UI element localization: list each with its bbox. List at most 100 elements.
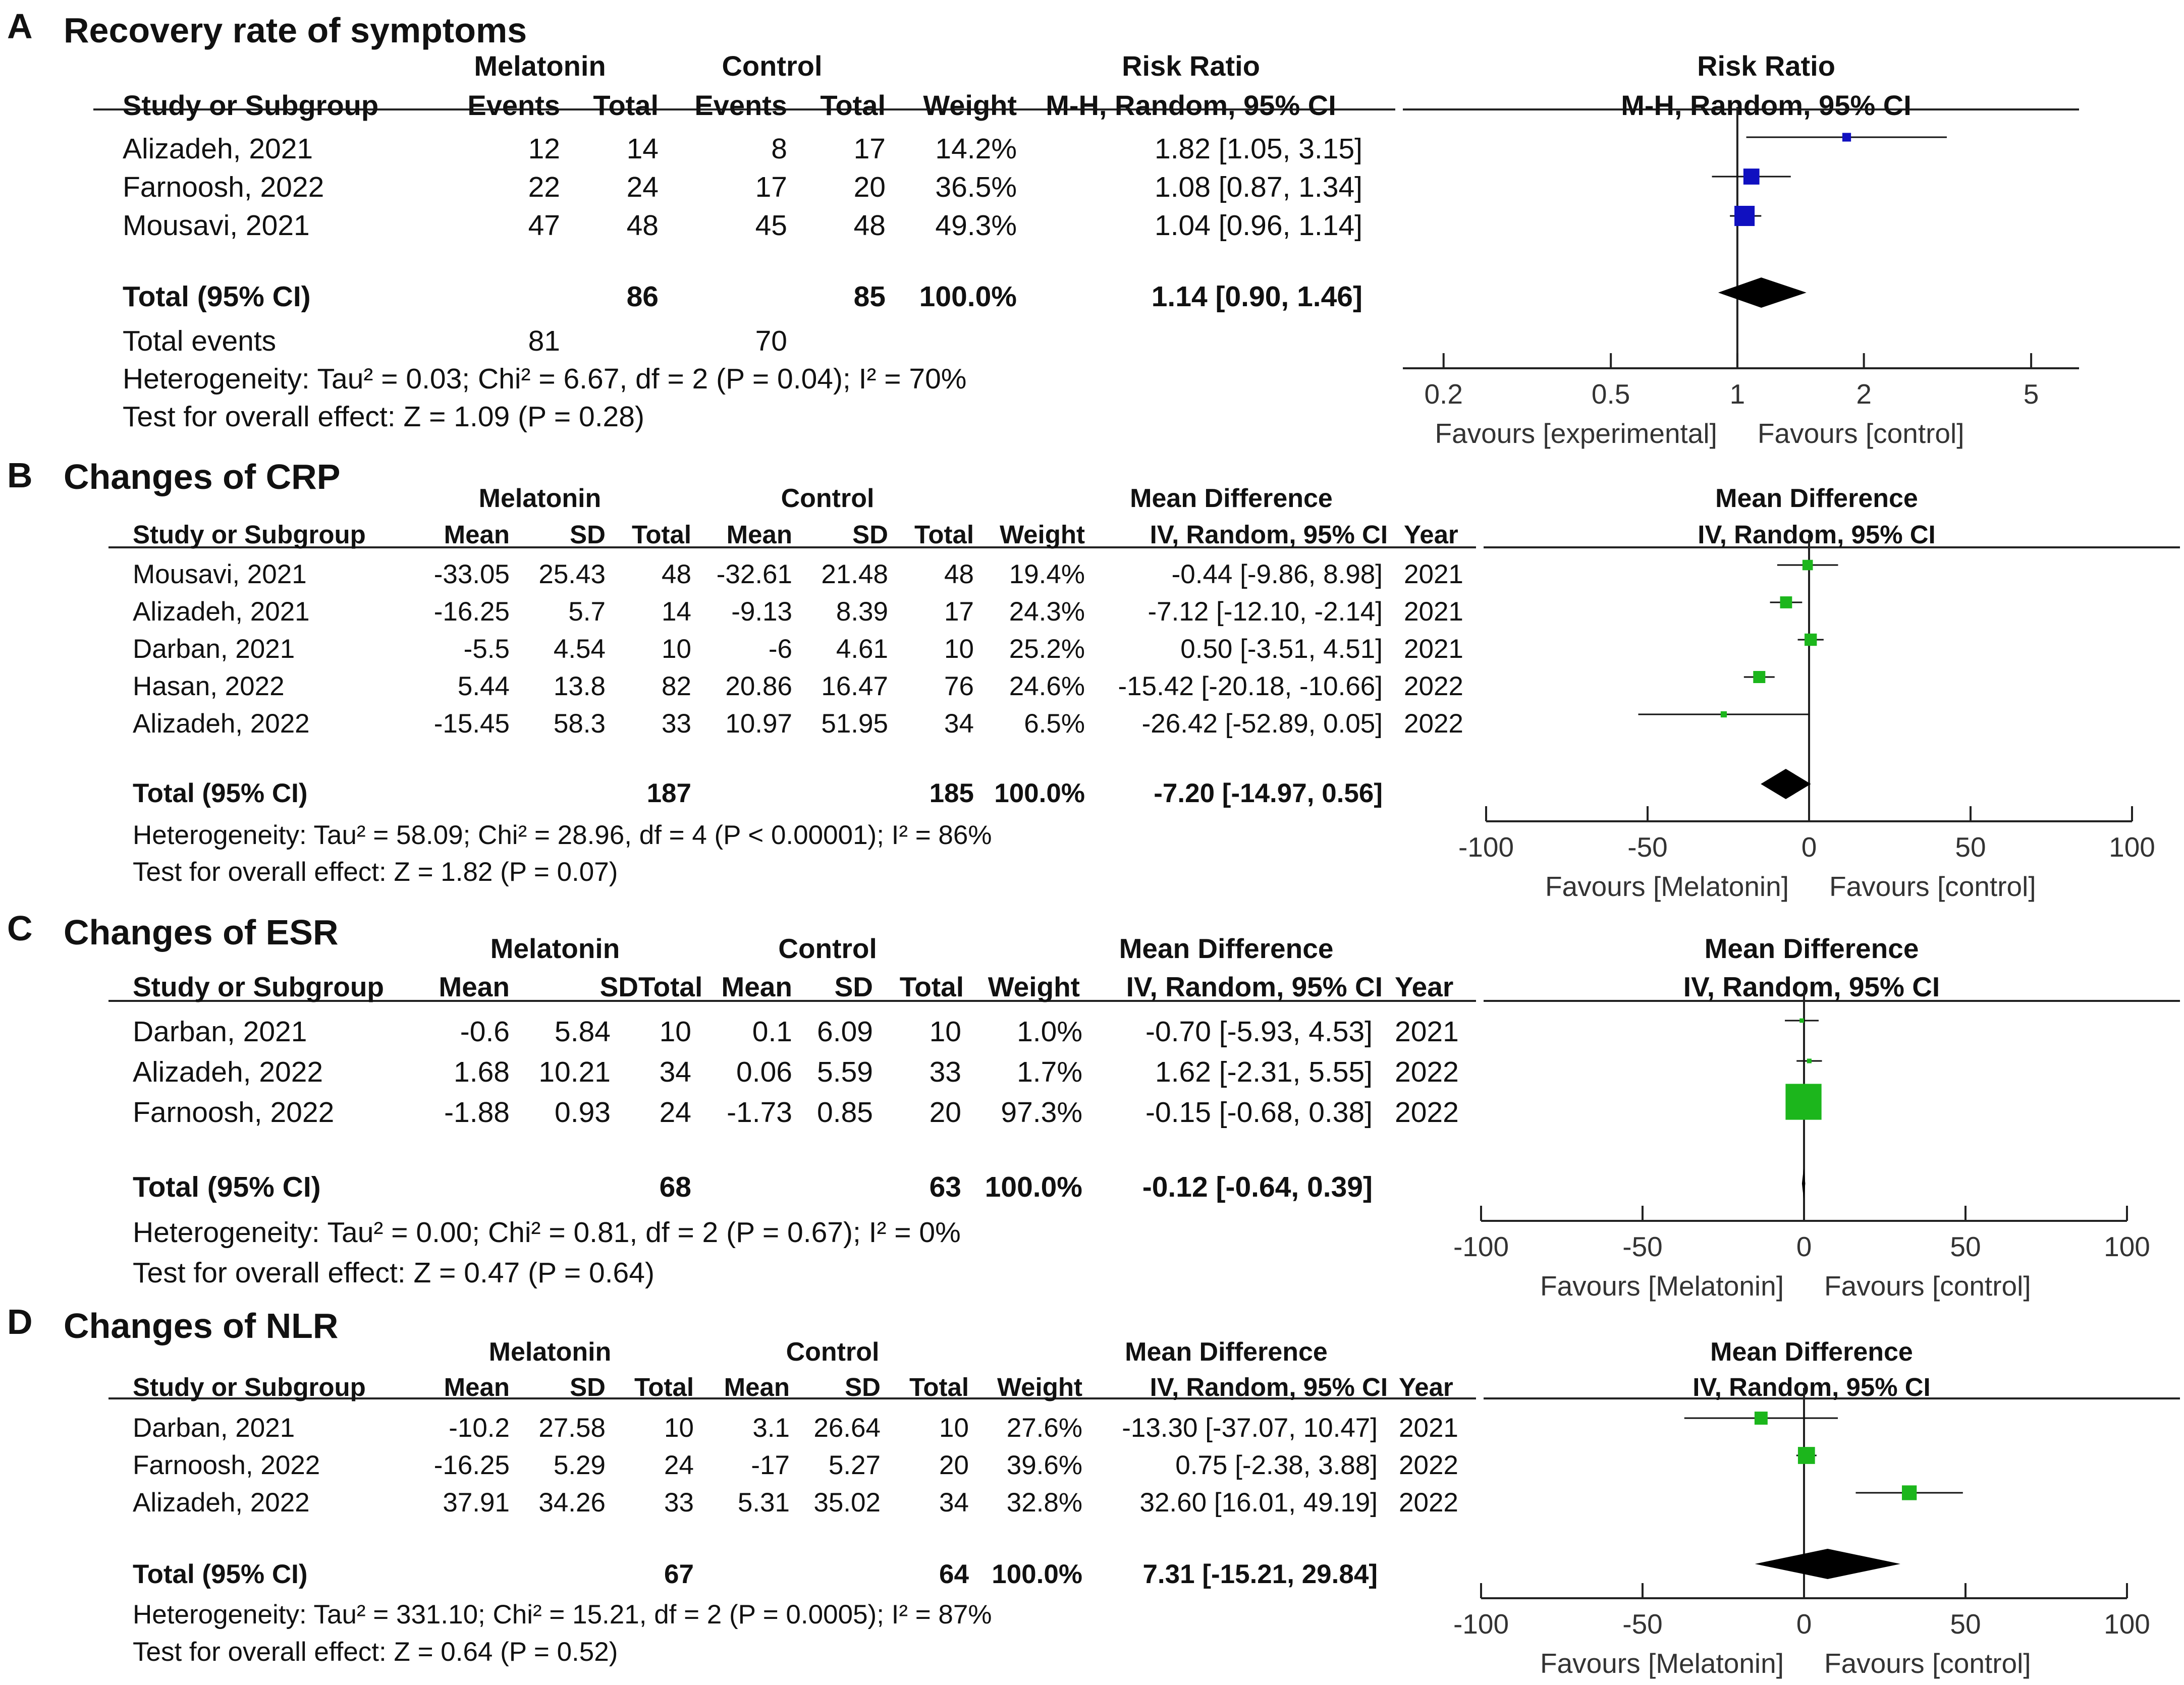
study-weight: 36.5% [935,171,1017,203]
ctl-sd: 8.39 [836,597,888,627]
study-square [1805,633,1817,646]
col-ctl-mean: Mean [724,1373,790,1401]
ctl-sd: 21.48 [821,559,888,589]
study-name: Alizadeh, 2021 [123,133,313,165]
heterogeneity: Heterogeneity: Tau² = 0.00; Chi² = 0.81,… [133,1216,961,1249]
tick-label: -50 [1627,831,1668,863]
study-weight: 1.7% [1017,1056,1082,1088]
tick-label: -100 [1458,831,1514,863]
exp-mean: -5.5 [463,634,510,664]
col-ctl-sd: SD [834,971,873,1002]
exp-total: 24 [664,1450,694,1480]
total-exp: 187 [646,778,691,808]
ctl-mean: 0.1 [752,1016,792,1048]
exp-mean: -16.25 [433,1450,510,1480]
header-rule [108,546,1476,548]
col-year: Year [1404,520,1458,549]
ctl-total: 34 [939,1488,969,1518]
col-ctl-sd: SD [845,1373,881,1401]
tick-label: 0 [1801,831,1817,863]
effect-header: Mean Difference [1125,1337,1328,1367]
total-weight: 100.0% [919,280,1017,313]
favours-left-label: Favours [Melatonin] [1540,1270,1784,1302]
total-ctl: 185 [929,778,974,808]
col-study: Study or Subgroup [133,971,385,1002]
tick-label: 50 [1955,831,1986,863]
plot-header-rule [1403,108,2079,110]
study-name: Mousavi, 2021 [133,559,307,589]
ctl-sd: 4.61 [836,634,888,664]
study-name: Alizadeh, 2022 [133,1056,323,1088]
effect-header: Mean Difference [1130,484,1333,513]
exp-events: 12 [528,133,560,165]
ctl-mean: 20.86 [725,671,792,701]
total-events-label: Total events [123,325,277,357]
study-year: 2021 [1404,597,1463,627]
favours-right-label: Favours [control] [1824,1648,2031,1679]
plot-header-rule [1484,546,2180,548]
col-exp-sd: SD [599,971,638,1002]
study-ci: 1.08 [0.87, 1.34] [1155,171,1362,203]
exp-sd: 10.21 [538,1056,611,1088]
exp-total: 10 [659,1016,691,1048]
ctl-total: 48 [944,559,974,589]
forest-plot: -100 -50 0 50 100 Favours [Melatonin] Favours … [1453,990,2150,1302]
heterogeneity: Heterogeneity: Tau² = 58.09; Chi² = 28.9… [133,820,992,850]
exp-total: 33 [664,1488,694,1518]
exp-mean: -33.05 [433,559,510,589]
ctl-mean: -9.13 [731,597,792,627]
study-square [1842,133,1851,142]
study-year: 2021 [1404,634,1463,664]
exp-mean: 1.68 [454,1056,510,1088]
total-exp: 86 [626,280,659,313]
panel-letter: B [7,456,33,495]
ctl-total: 76 [944,671,974,701]
study-year: 2021 [1399,1413,1458,1443]
ctl-total: 20 [929,1096,961,1129]
tick-label: 5 [2024,378,2039,410]
overall-effect: Test for overall effect: Z = 0.64 (P = 0… [133,1637,618,1667]
header-rule [108,1000,1476,1002]
col-ci: IV, Random, 95% CI [1150,1373,1388,1401]
col-ctl-sd: SD [852,520,888,549]
ctl-total: 34 [944,709,974,739]
favours-right-label: Favours [control] [1824,1270,2031,1302]
study-ci: -13.30 [-37.07, 10.47] [1122,1413,1378,1443]
total-ctl: 63 [929,1171,961,1203]
panel-title: Changes of NLR [64,1306,339,1345]
tick-label: 100 [2104,1231,2150,1262]
ctl-total: 48 [853,209,886,242]
group-header-experimental: Melatonin [474,50,606,82]
ctl-sd: 16.47 [821,671,888,701]
forest-plot: -100 -50 0 50 100 Favours [Melatonin] Favours … [1453,1388,2150,1679]
col-ci: M-H, Random, 95% CI [1046,89,1336,121]
ctl-sd: 5.27 [828,1450,881,1480]
study-weight: 1.0% [1017,1016,1082,1048]
total-exp: 68 [659,1171,691,1203]
exp-sd: 5.84 [555,1016,611,1048]
exp-total: 24 [659,1096,691,1129]
study-square [1807,1058,1812,1063]
tick-label: -100 [1453,1231,1509,1262]
study-ci: -26.42 [-52.89, 0.05] [1141,709,1383,739]
exp-mean: 37.91 [443,1488,510,1518]
panel-b: B Changes of CRP Melatonin Control Mean … [0,449,2184,903]
col-ctl-total: Total [909,1373,969,1401]
ctl-mean: -17 [751,1450,790,1480]
tick-label: 1 [1730,378,1745,410]
exp-mean: -16.25 [433,597,510,627]
ctl-total: 10 [939,1413,969,1443]
ctl-mean: -6 [768,634,792,664]
study-weight: 19.4% [1009,559,1085,589]
ctl-mean: 10.97 [725,709,792,739]
tick-label: 100 [2104,1608,2150,1640]
plot-method-label: IV, Random, 95% CI [1683,971,1940,1002]
study-year: 2021 [1395,1016,1459,1048]
study-square [1720,711,1727,718]
study-name: Farnoosh, 2022 [133,1096,335,1129]
tick-label: 50 [1950,1608,1981,1640]
col-exp-events: Events [467,89,560,121]
group-header-control: Control [722,50,823,82]
col-exp-sd: SD [570,1373,606,1401]
header-rule [93,108,1395,110]
